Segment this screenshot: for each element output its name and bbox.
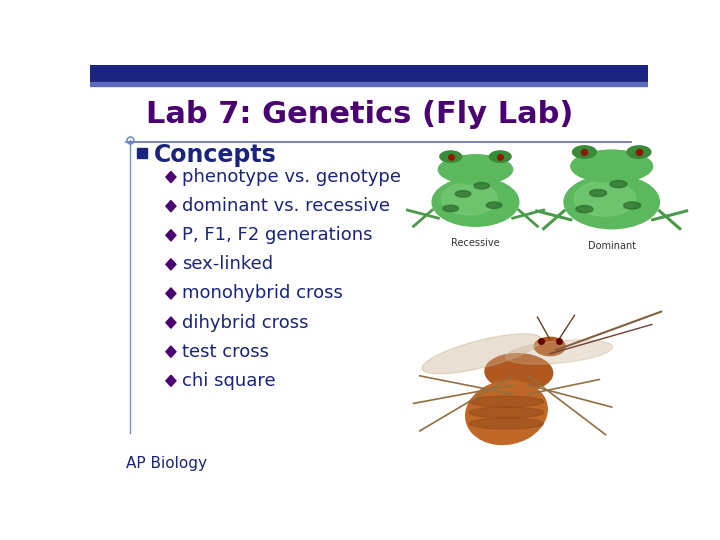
Polygon shape <box>166 200 176 212</box>
Text: chi square: chi square <box>182 372 276 390</box>
Ellipse shape <box>486 202 502 208</box>
Text: monohybrid cross: monohybrid cross <box>182 285 343 302</box>
Ellipse shape <box>454 155 498 168</box>
Text: phenotype vs. genotype: phenotype vs. genotype <box>182 168 401 186</box>
Ellipse shape <box>455 191 471 197</box>
Ellipse shape <box>534 338 565 356</box>
Polygon shape <box>166 172 176 183</box>
Text: Concepts: Concepts <box>154 144 277 167</box>
Text: dihybrid cross: dihybrid cross <box>182 314 309 332</box>
Text: AP Biology: AP Biology <box>126 456 207 471</box>
Polygon shape <box>166 259 176 270</box>
Bar <box>90 65 648 82</box>
Text: sex-linked: sex-linked <box>182 255 273 273</box>
Ellipse shape <box>571 150 652 183</box>
Polygon shape <box>166 230 176 241</box>
Ellipse shape <box>438 155 513 184</box>
Text: dominant vs. recessive: dominant vs. recessive <box>182 197 390 215</box>
Ellipse shape <box>441 183 497 215</box>
Ellipse shape <box>469 418 544 429</box>
Polygon shape <box>166 288 176 299</box>
Bar <box>138 148 148 158</box>
Ellipse shape <box>575 180 636 216</box>
Ellipse shape <box>576 206 593 213</box>
Ellipse shape <box>627 146 651 158</box>
Ellipse shape <box>588 150 636 165</box>
Ellipse shape <box>466 381 547 444</box>
Ellipse shape <box>469 396 544 407</box>
Ellipse shape <box>624 202 641 209</box>
Ellipse shape <box>590 190 607 197</box>
Ellipse shape <box>572 146 596 158</box>
Text: Recessive: Recessive <box>451 238 500 248</box>
Ellipse shape <box>610 180 627 188</box>
Text: Dominant: Dominant <box>588 241 636 251</box>
Text: P, F1, F2 generations: P, F1, F2 generations <box>182 226 372 244</box>
Bar <box>90 82 648 85</box>
Ellipse shape <box>432 178 519 226</box>
Ellipse shape <box>505 340 613 364</box>
Text: Lab 7: Genetics (Fly Lab): Lab 7: Genetics (Fly Lab) <box>145 100 573 129</box>
Text: test cross: test cross <box>182 343 269 361</box>
Polygon shape <box>166 346 176 357</box>
Polygon shape <box>166 375 176 387</box>
Ellipse shape <box>443 205 459 212</box>
Ellipse shape <box>469 407 544 418</box>
Polygon shape <box>166 317 176 328</box>
Ellipse shape <box>440 151 462 163</box>
Ellipse shape <box>564 175 660 229</box>
Ellipse shape <box>490 151 511 163</box>
Ellipse shape <box>485 354 553 390</box>
Ellipse shape <box>422 334 541 374</box>
Ellipse shape <box>474 183 490 189</box>
